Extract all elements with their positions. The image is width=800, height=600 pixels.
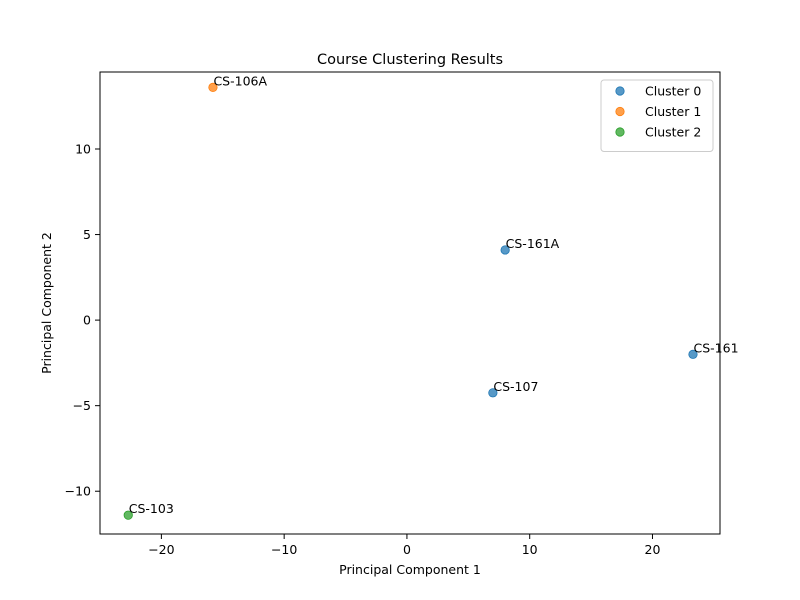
plot-frame <box>99 71 721 535</box>
legend-marker <box>615 86 625 96</box>
legend: Cluster 0 Cluster 1 Cluster 2 <box>600 79 714 152</box>
legend-box <box>600 79 714 152</box>
data-points: CS-161A CS-161 CS-107 CS-106A CS-103 <box>123 73 739 520</box>
chart-title: Course Clustering Results <box>317 52 503 68</box>
x-tick-label: −10 <box>271 542 297 557</box>
y-tick-label: 0 <box>83 313 91 328</box>
legend-marker <box>615 106 625 117</box>
x-tick-label: −20 <box>148 542 174 557</box>
y-tick-label: 5 <box>83 227 91 242</box>
y-tick-label: −10 <box>65 484 91 499</box>
legend-entry: Cluster 1 <box>645 104 701 119</box>
point-label: CS-103 <box>129 501 174 516</box>
x-tick-label: 0 <box>403 542 411 557</box>
data-point <box>488 388 498 398</box>
legend-entry: Cluster 2 <box>645 125 701 140</box>
point-label: CS-107 <box>493 379 538 394</box>
y-tick-label: 10 <box>75 142 91 157</box>
data-point <box>688 349 698 359</box>
legend-marker <box>615 127 625 137</box>
x-tick-label: 10 <box>522 542 538 557</box>
data-point <box>500 245 510 255</box>
data-point <box>208 82 218 93</box>
point-label: CS-161 <box>693 340 738 355</box>
point-label: CS-161A <box>506 236 560 251</box>
legend-entry: Cluster 0 <box>645 84 701 99</box>
x-tick-label: 20 <box>645 542 661 557</box>
ticks: −20 −10 0 10 20 −10 −5 0 5 10 <box>65 142 661 558</box>
y-tick-label: −5 <box>73 398 91 413</box>
y-axis-label: Principal Component 2 <box>39 232 54 374</box>
data-point <box>123 510 133 520</box>
x-axis-label: Principal Component 1 <box>339 562 481 577</box>
point-label: CS-106A <box>213 73 267 88</box>
